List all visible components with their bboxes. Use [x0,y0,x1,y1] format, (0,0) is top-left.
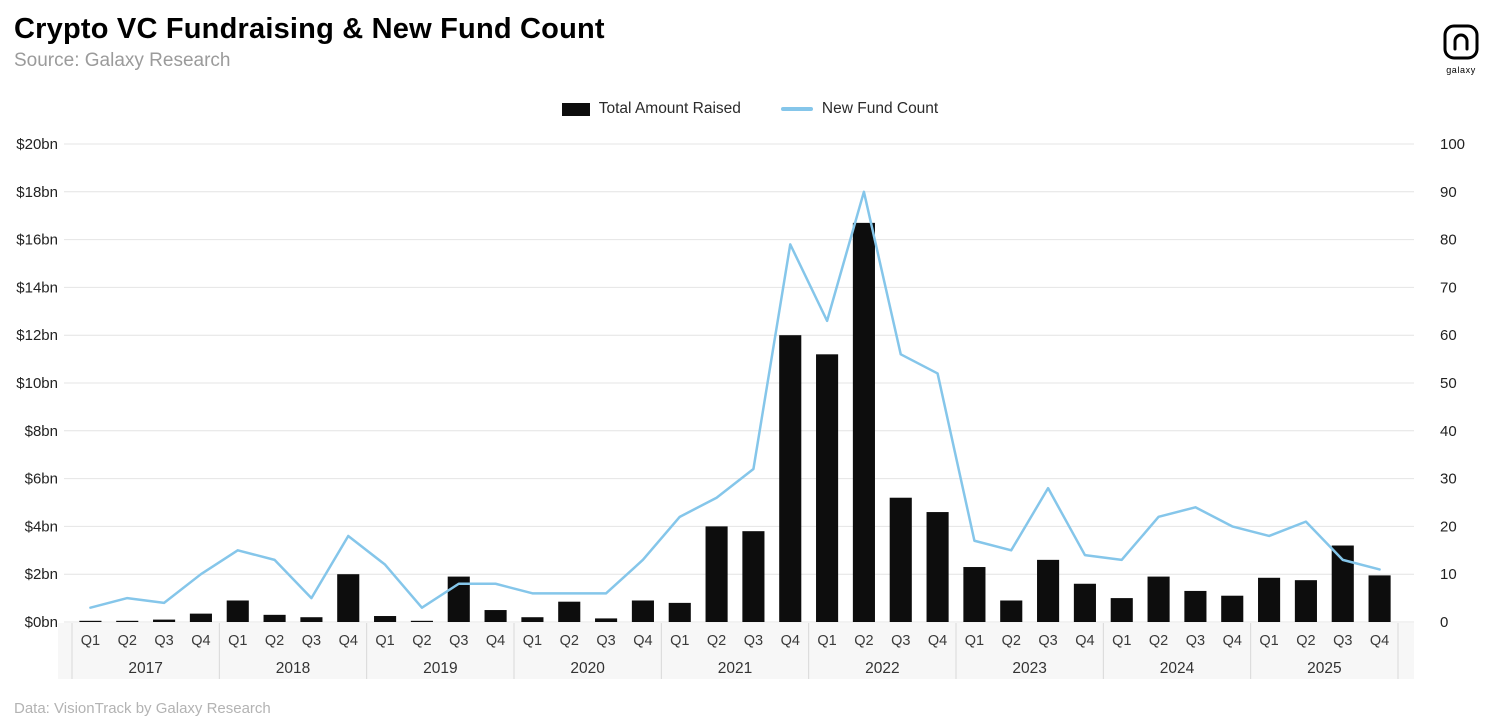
svg-text:70: 70 [1440,279,1457,296]
svg-text:Q4: Q4 [1370,633,1389,649]
svg-text:80: 80 [1440,232,1457,249]
svg-text:$6bn: $6bn [25,471,58,488]
svg-text:Q2: Q2 [412,633,431,649]
galaxy-logo-icon [1443,24,1479,60]
svg-text:2025: 2025 [1307,660,1341,677]
legend-item-total-amount-raised: Total Amount Raised [561,100,741,118]
svg-text:$18bn: $18bn [16,184,58,201]
svg-text:2024: 2024 [1160,660,1195,677]
svg-text:Q1: Q1 [1112,633,1131,649]
page-title: Crypto VC Fundraising & New Fund Count [14,13,605,45]
chart-header: Crypto VC Fundraising & New Fund Count S… [14,13,605,72]
svg-text:$0bn: $0bn [25,614,58,631]
svg-text:Q4: Q4 [1223,633,1242,649]
svg-text:Q3: Q3 [302,633,321,649]
svg-text:Q1: Q1 [670,633,689,649]
svg-text:Q2: Q2 [854,633,873,649]
legend-label-line: New Fund Count [821,100,939,117]
svg-text:$20bn: $20bn [16,136,58,153]
svg-text:Q4: Q4 [928,633,947,649]
svg-text:2017: 2017 [128,660,162,677]
svg-text:Q3: Q3 [596,633,615,649]
svg-text:Q2: Q2 [1296,633,1315,649]
svg-text:$2bn: $2bn [25,566,58,583]
combo-chart: $0bn $2bn $4bn $6bn $8bn $10bn $12bn $14bn $16bn… [16,136,1465,679]
source-subtitle: Source: Galaxy Research [14,50,231,71]
svg-text:Q2: Q2 [1149,633,1168,649]
svg-text:2023: 2023 [1012,660,1046,677]
svg-text:$14bn: $14bn [16,279,58,296]
svg-text:2020: 2020 [570,660,605,677]
svg-text:Q3: Q3 [1038,633,1057,649]
svg-text:Q3: Q3 [449,633,468,649]
galaxy-logo-text: galaxy [1446,65,1476,75]
svg-text:60: 60 [1440,327,1457,344]
svg-text:Q4: Q4 [191,633,210,649]
svg-text:Q1: Q1 [228,633,247,649]
svg-text:Q4: Q4 [486,633,505,649]
svg-text:Q2: Q2 [560,633,579,649]
svg-text:2019: 2019 [423,660,457,677]
svg-text:Q3: Q3 [1186,633,1205,649]
line-swatch-icon [780,107,813,111]
svg-text:90: 90 [1440,184,1457,201]
svg-text:Q4: Q4 [1075,633,1094,649]
svg-text:50: 50 [1440,375,1457,392]
svg-text:0: 0 [1440,614,1448,631]
svg-text:Q1: Q1 [81,633,100,649]
svg-text:10: 10 [1440,566,1457,583]
svg-text:Q3: Q3 [744,633,763,649]
svg-text:20: 20 [1440,518,1457,535]
svg-text:Q2: Q2 [1002,633,1021,649]
chart-legend: Total Amount Raised New Fund Count [0,100,1500,118]
bar-swatch-icon [561,102,590,116]
svg-text:$16bn: $16bn [16,232,58,249]
svg-text:Q1: Q1 [965,633,984,649]
legend-label-bars: Total Amount Raised [598,100,741,117]
svg-text:$12bn: $12bn [16,327,58,344]
data-attribution: Data: VisionTrack by Galaxy Research [14,700,271,717]
svg-text:Q3: Q3 [1333,633,1352,649]
svg-text:Q2: Q2 [118,633,137,649]
svg-text:Q1: Q1 [523,633,542,649]
svg-text:Q2: Q2 [265,633,284,649]
svg-text:Q4: Q4 [339,633,358,649]
svg-text:Q3: Q3 [154,633,173,649]
svg-text:30: 30 [1440,471,1457,488]
svg-text:Q1: Q1 [1259,633,1278,649]
svg-text:Q4: Q4 [633,633,652,649]
svg-text:Q3: Q3 [891,633,910,649]
svg-text:Q1: Q1 [375,633,394,649]
svg-text:40: 40 [1440,423,1457,440]
svg-text:$8bn: $8bn [25,423,58,440]
svg-text:2018: 2018 [276,660,310,677]
galaxy-logo: galaxy [1436,24,1486,75]
svg-text:2022: 2022 [865,660,899,677]
svg-text:2021: 2021 [718,660,752,677]
svg-text:Q2: Q2 [707,633,726,649]
svg-text:Q4: Q4 [781,633,800,649]
svg-text:Q1: Q1 [817,633,836,649]
svg-text:$4bn: $4bn [25,518,58,535]
svg-text:100: 100 [1440,136,1465,153]
svg-text:$10bn: $10bn [16,375,58,392]
legend-item-new-fund-count: New Fund Count [780,100,939,118]
